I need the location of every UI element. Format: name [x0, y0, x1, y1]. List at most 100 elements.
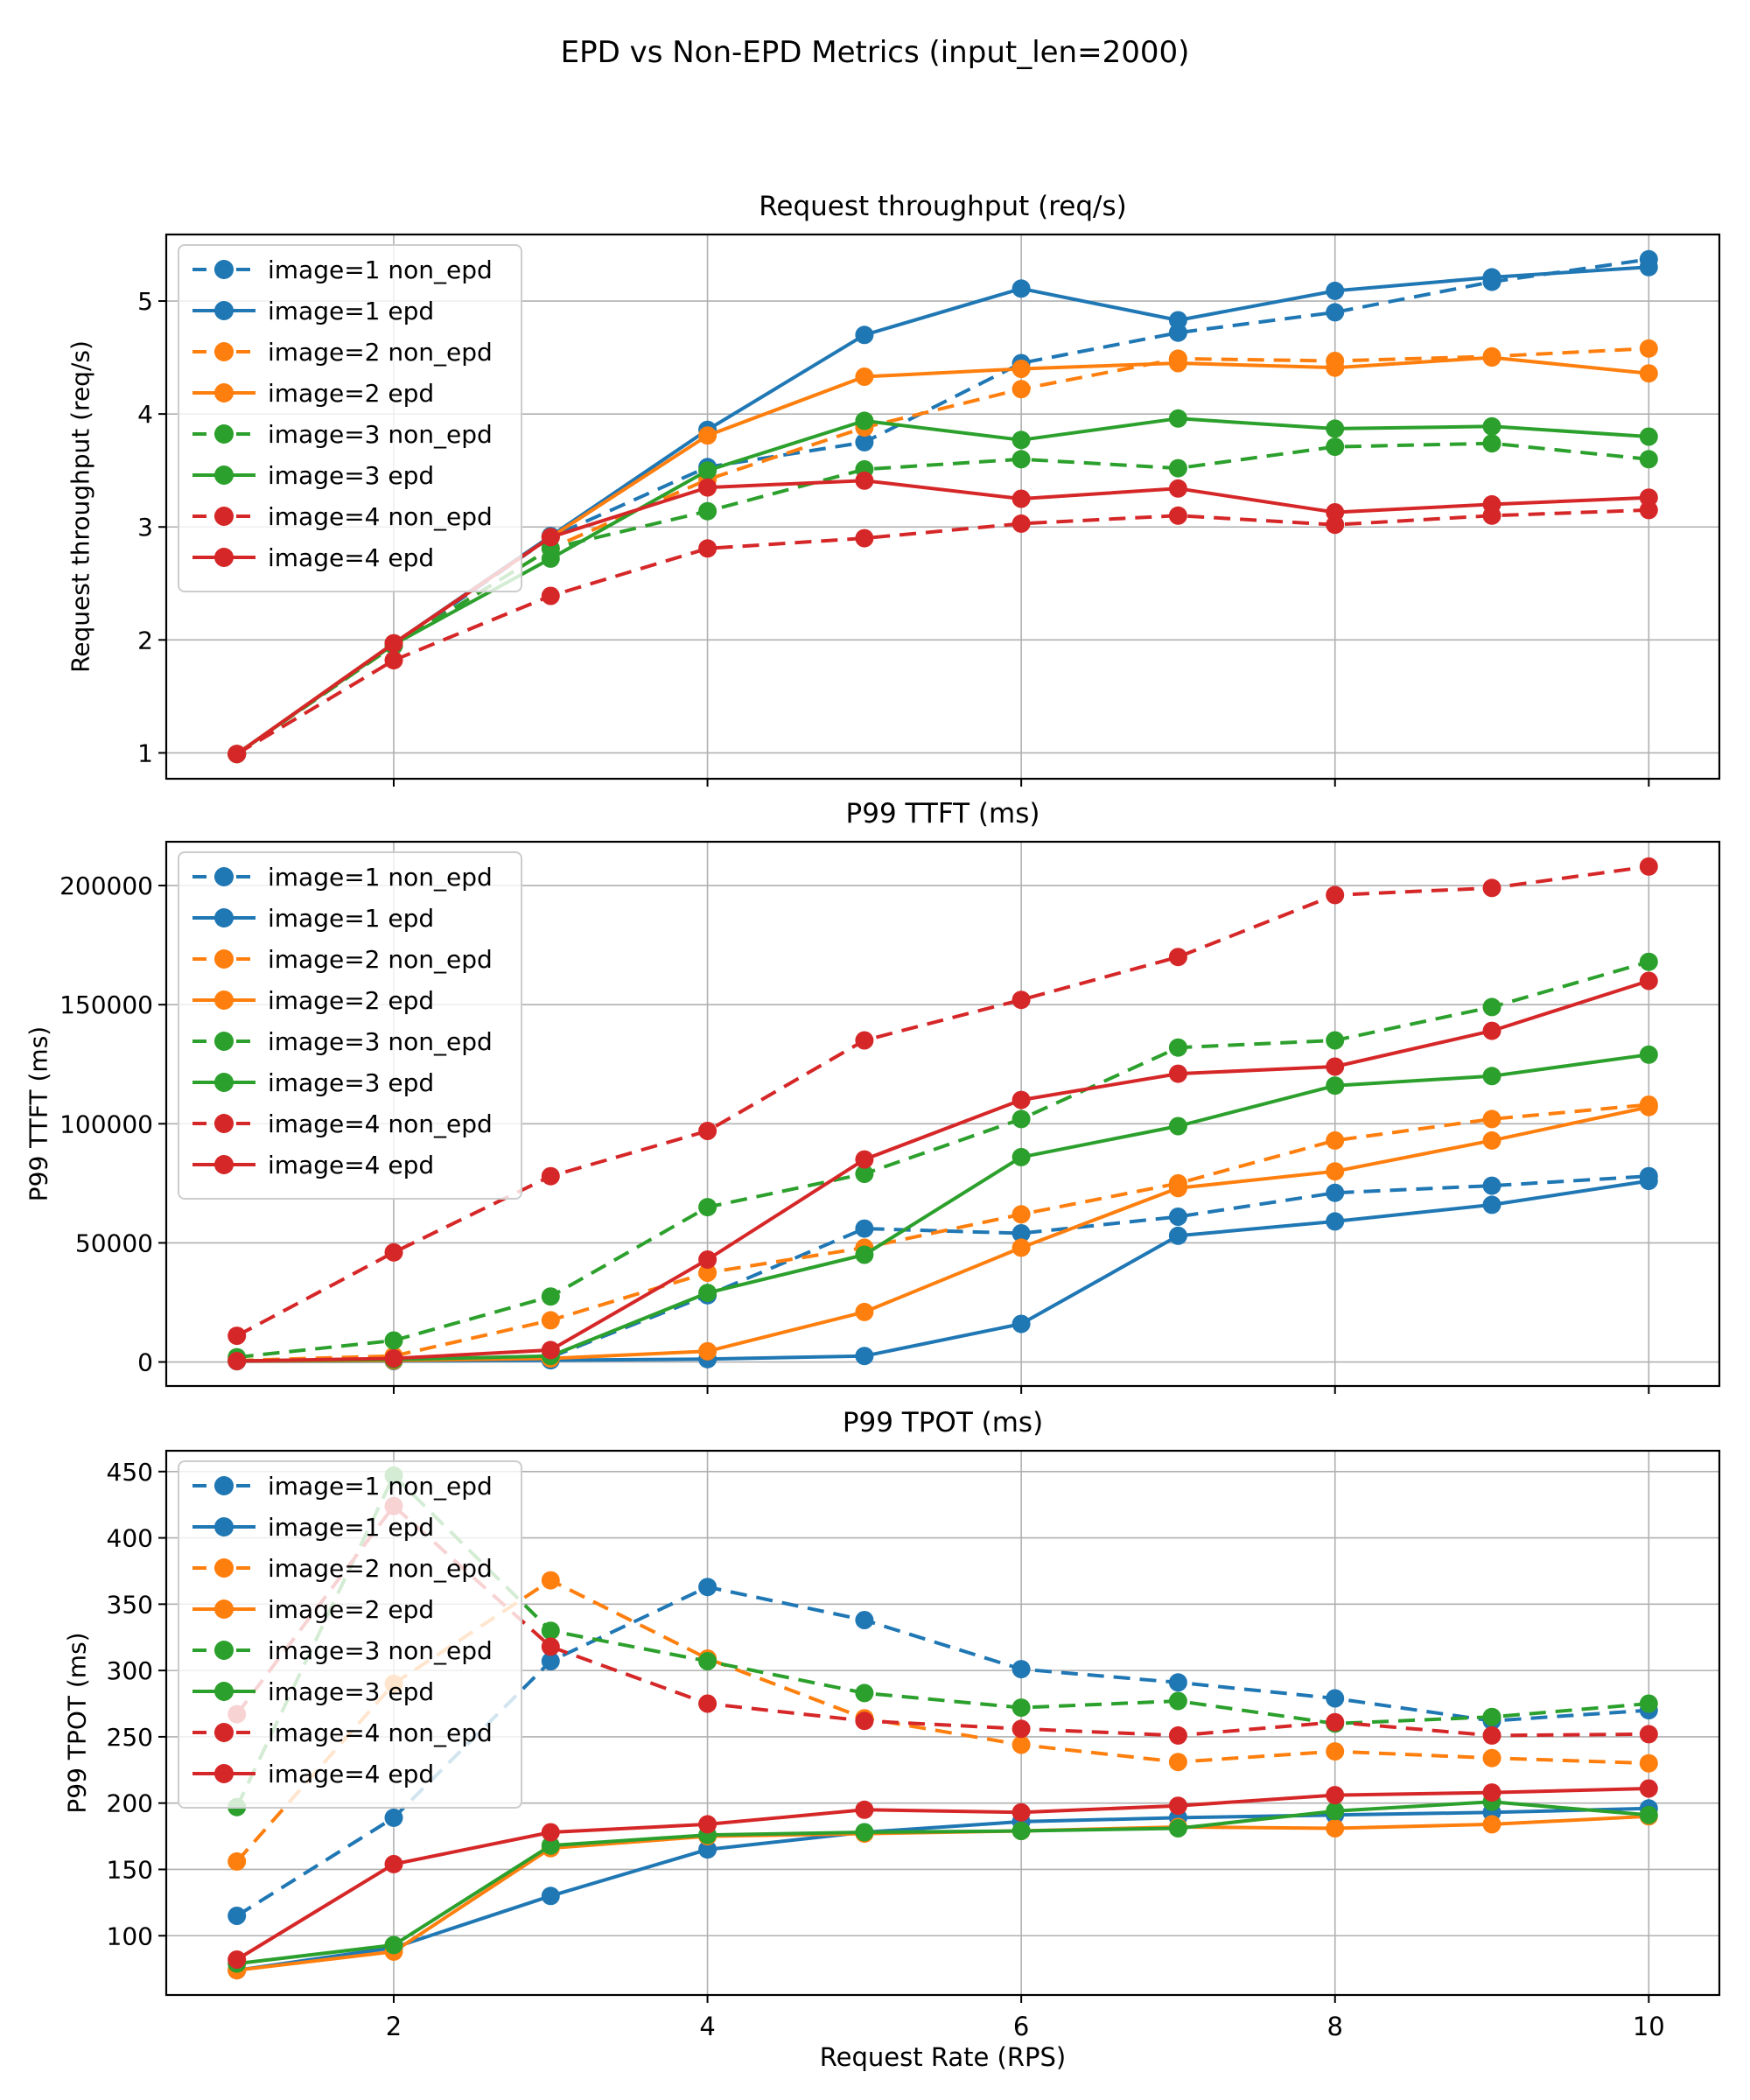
legend-label: image=3 non_epd [268, 420, 493, 449]
legend-label: image=2 epd [268, 986, 434, 1015]
legend-label: image=4 epd [268, 543, 434, 572]
legend-label: image=2 non_epd [268, 945, 493, 974]
data-point [698, 539, 718, 558]
data-point [1639, 364, 1658, 383]
data-point [1012, 1224, 1031, 1242]
data-point [855, 1031, 874, 1050]
data-point [1012, 1205, 1031, 1224]
data-point [1639, 1779, 1658, 1798]
data-point [855, 1165, 874, 1183]
series-line [236, 1800, 1649, 1966]
data-point [855, 1302, 874, 1321]
series-image-4-non_epd [228, 857, 1658, 1346]
y-tick-label: 100000 [60, 1110, 153, 1138]
data-point [1326, 1162, 1345, 1181]
data-point [1326, 1819, 1345, 1838]
data-point [541, 1637, 560, 1656]
data-point [1012, 1719, 1031, 1739]
legend-label: image=2 epd [268, 1595, 434, 1624]
data-point [1012, 1698, 1031, 1718]
data-point [1012, 380, 1031, 399]
data-point [1326, 503, 1345, 522]
data-point [1168, 479, 1187, 498]
data-point [1482, 1130, 1502, 1150]
y-tick-label: 4 [137, 400, 153, 429]
data-point [1326, 1076, 1345, 1096]
legend: image=1 non_epd image=1 epd image=2 non_ep… [178, 851, 522, 1200]
data-point [855, 1219, 874, 1238]
series-line [236, 1102, 1649, 1362]
series-line [235, 1787, 1649, 1962]
data-point [1326, 303, 1345, 322]
legend-label: image=4 non_epd [268, 1718, 493, 1747]
data-point [1012, 360, 1031, 378]
y-tick-label: 200 [107, 1789, 153, 1818]
data-point [384, 1936, 403, 1955]
data-point [1012, 514, 1031, 533]
legend-label: image=3 epd [268, 1677, 434, 1706]
chart-title-tpot: P99 TPOT (ms) [842, 1407, 1044, 1438]
data-point [1639, 1754, 1658, 1773]
series-image-4-epd [228, 471, 1658, 764]
legend-marker [214, 1073, 234, 1092]
y-axis-label-tpot: P99 TPOT (ms) [62, 1632, 92, 1814]
series-line [235, 441, 1649, 756]
data-point [698, 426, 718, 445]
data-point [1168, 1753, 1187, 1772]
data-point [855, 1611, 874, 1629]
data-point [855, 432, 874, 452]
data-point [1639, 952, 1658, 971]
series-image-1-epd [228, 1172, 1658, 1371]
series-line [236, 1814, 1649, 1972]
data-point [698, 1122, 718, 1140]
data-point [1482, 878, 1502, 898]
legend-marker [214, 383, 234, 402]
data-point [1326, 419, 1345, 438]
data-point [541, 1652, 560, 1670]
data-point [1482, 1176, 1502, 1195]
legend-label: image=3 non_epd [268, 1636, 493, 1665]
data-point [698, 461, 718, 480]
legend-marker [214, 1155, 234, 1174]
data-point [1326, 1212, 1345, 1231]
data-point [1482, 1067, 1502, 1086]
data-point [1326, 1689, 1345, 1708]
data-point [1168, 1726, 1187, 1745]
data-point [1012, 430, 1031, 450]
data-point [541, 1571, 560, 1590]
data-point [1012, 1238, 1031, 1257]
data-point [1639, 1694, 1658, 1713]
series-image-4-epd [228, 971, 1658, 1370]
chart-1: 0 50000 100000 150000 200000 image=1 non_epdi… [60, 840, 1721, 1394]
x-tick-label: 10 [1633, 2012, 1665, 2041]
y-tick-label: 2 [137, 626, 153, 654]
legend-label: image=1 epd [268, 904, 434, 933]
data-point [541, 1287, 560, 1306]
data-point [1326, 281, 1345, 300]
legend-marker [214, 1476, 234, 1495]
data-point [1326, 358, 1345, 377]
y-tick-label: 350 [107, 1590, 153, 1619]
data-point [1326, 886, 1345, 905]
legend-marker [214, 1682, 234, 1701]
data-point [1326, 438, 1345, 457]
data-point [1639, 488, 1658, 508]
data-point [855, 1684, 874, 1703]
data-point [541, 1340, 560, 1360]
data-point [1012, 1314, 1031, 1334]
data-point [698, 1250, 718, 1269]
data-point [1639, 450, 1658, 469]
data-point [1639, 971, 1658, 990]
data-point [1012, 1090, 1031, 1110]
legend: image=1 non_epd image=1 epd image=2 non_ep… [178, 244, 522, 592]
y-tick-label: 300 [107, 1656, 153, 1685]
data-point [855, 471, 874, 490]
data-point [1482, 494, 1502, 514]
data-point [1168, 1116, 1187, 1136]
data-point [1168, 458, 1187, 478]
data-point [1482, 1815, 1502, 1834]
legend-label: image=1 epd [268, 297, 434, 326]
data-point [1168, 506, 1187, 525]
y-axis-label-ttft: P99 TTFT (ms) [24, 1026, 53, 1202]
